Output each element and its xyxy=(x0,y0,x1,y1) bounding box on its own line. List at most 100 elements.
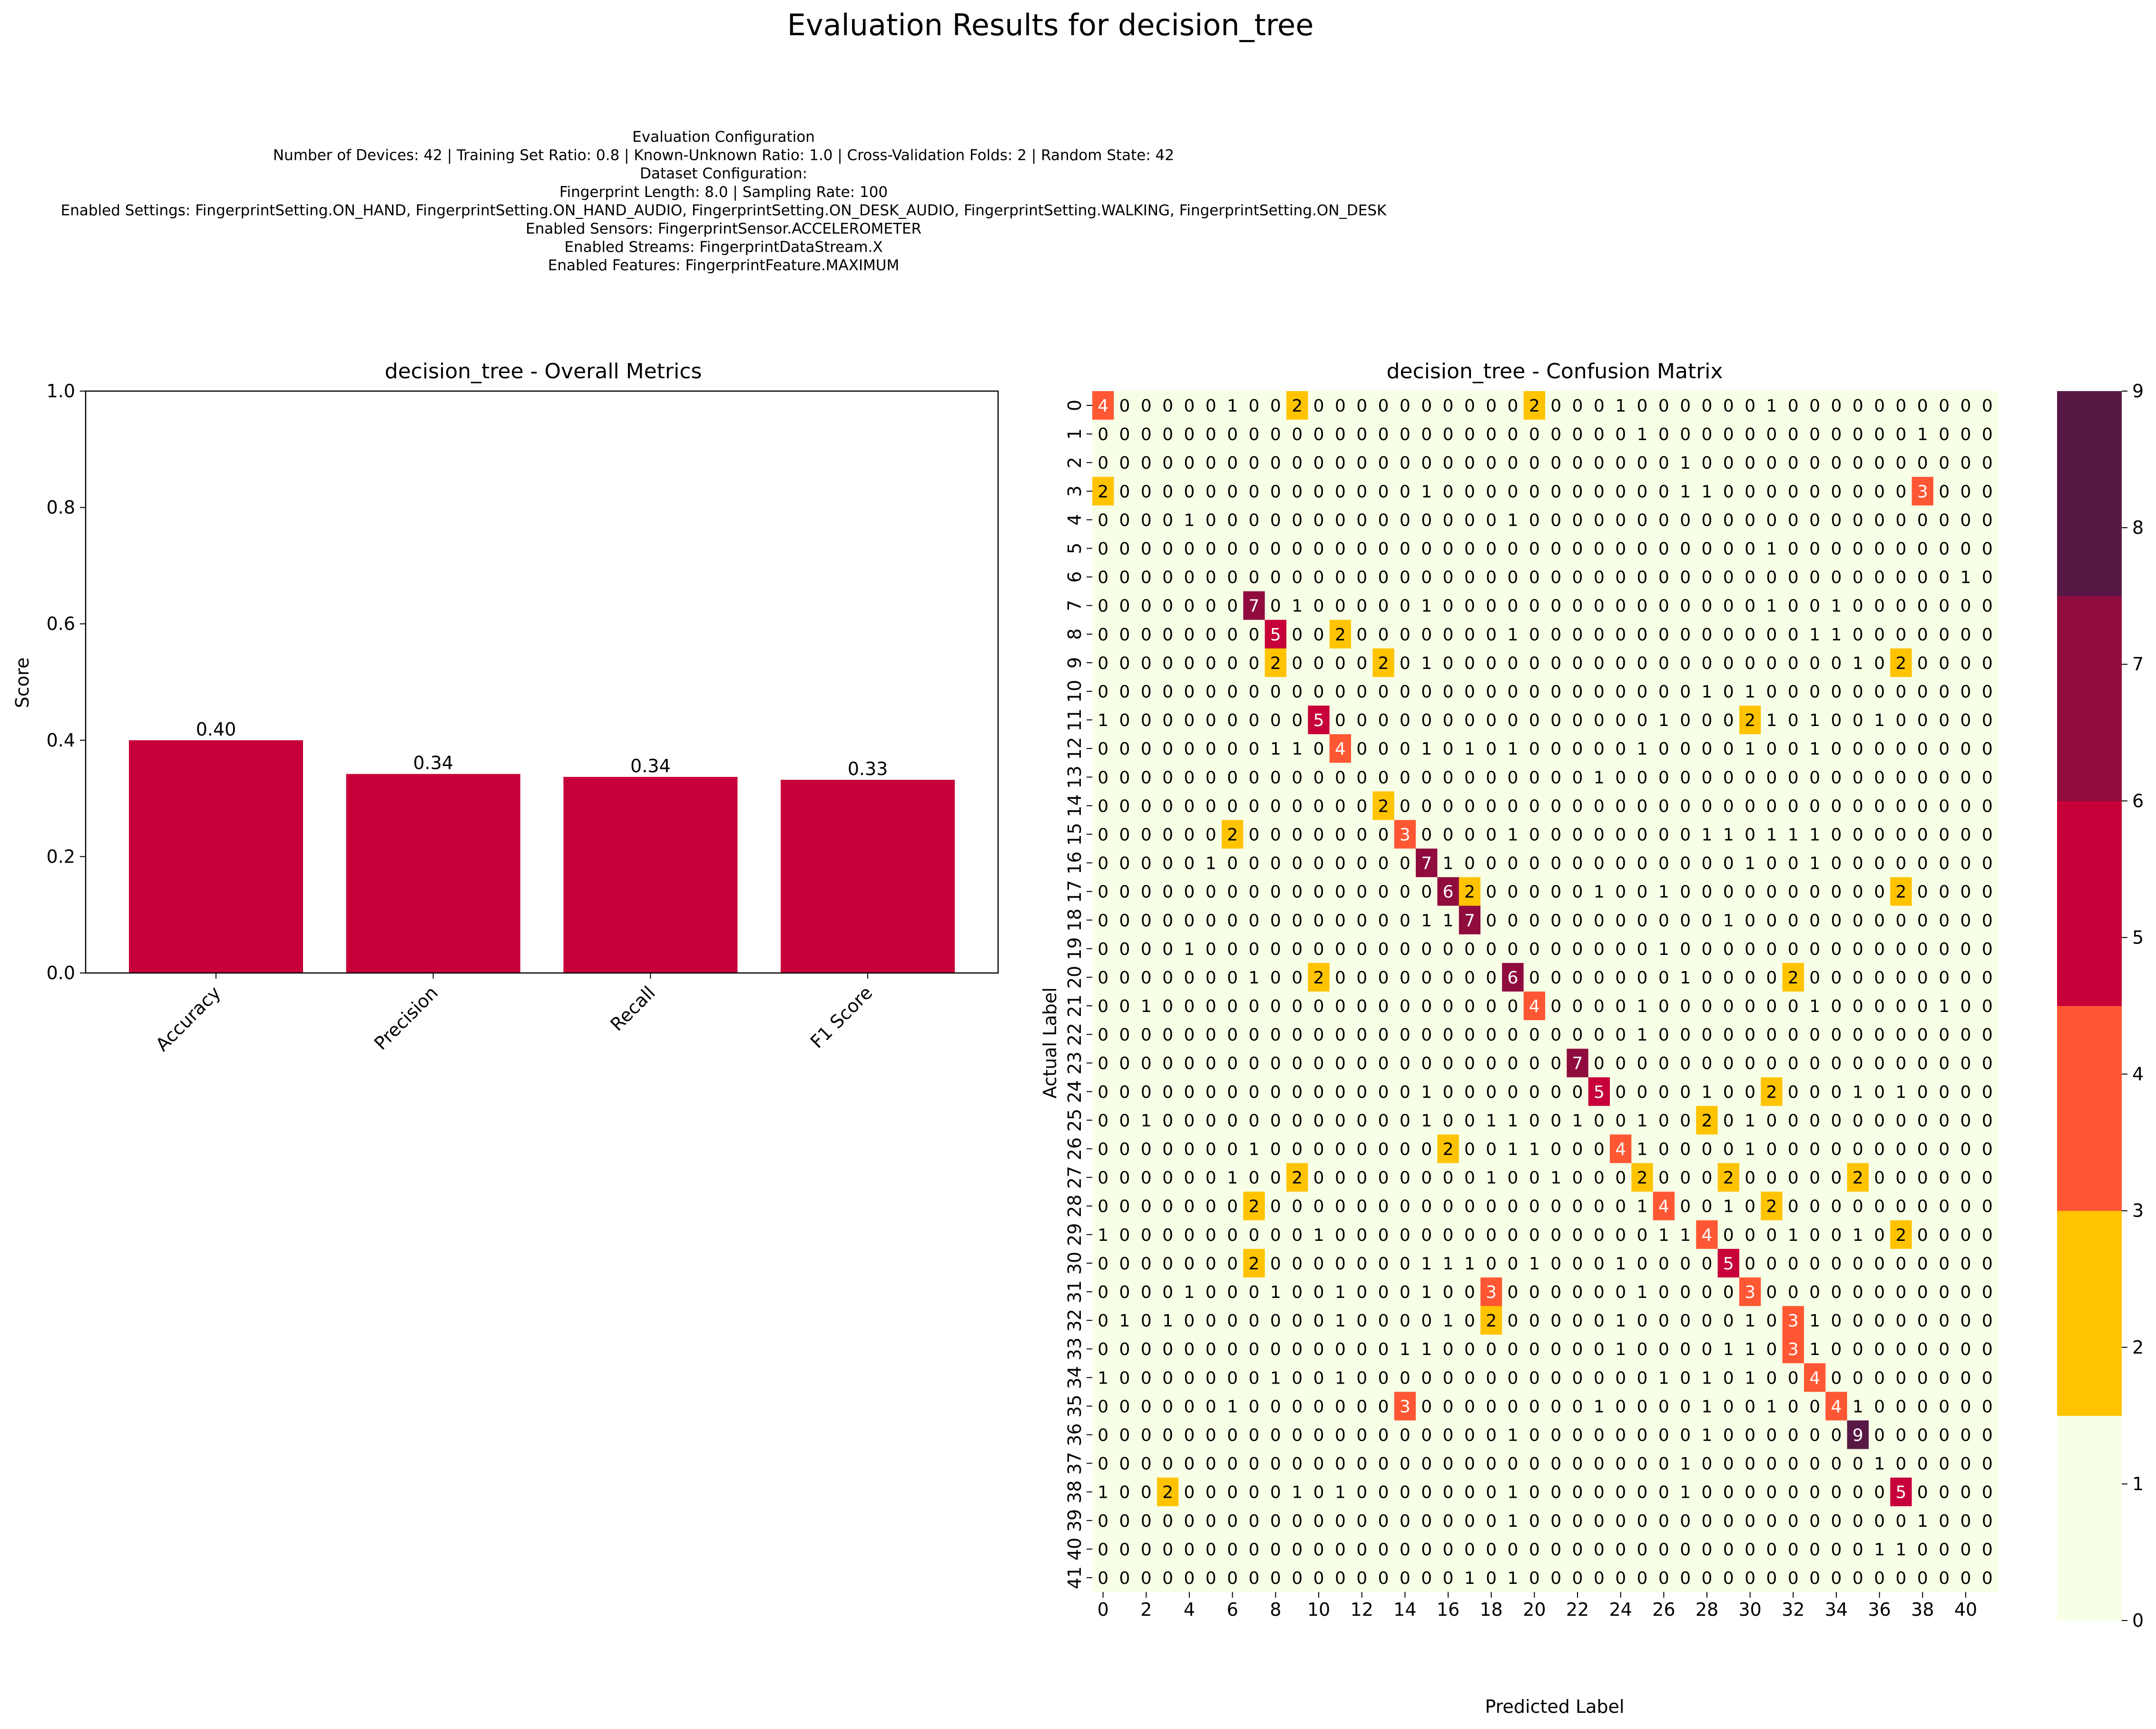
cell-value: 0 xyxy=(1119,711,1130,730)
cell-value: 0 xyxy=(1594,825,1605,845)
heatmap-cell xyxy=(1416,420,1438,449)
y-tick-label: 17 xyxy=(1064,880,1085,903)
heatmap-cell xyxy=(1308,591,1330,620)
cell-value: 0 xyxy=(1119,682,1130,702)
cell-value: 0 xyxy=(1831,1283,1842,1302)
cell-value: 0 xyxy=(1486,768,1497,787)
cell-value: 0 xyxy=(1227,540,1238,559)
heatmap-cell xyxy=(1933,505,1955,535)
cell-value: 0 xyxy=(1227,1054,1238,1073)
cell-value: 0 xyxy=(1702,396,1713,416)
cell-value: 0 xyxy=(1205,1169,1216,1188)
cell-value: 0 xyxy=(1270,396,1281,416)
heatmap-cell xyxy=(1804,591,1826,620)
cell-value: 0 xyxy=(1939,1082,1950,1102)
cell-value: 0 xyxy=(1874,854,1885,874)
cell-value: 0 xyxy=(1550,854,1561,874)
cell-value: 0 xyxy=(1723,854,1734,874)
cell-value: 0 xyxy=(1335,796,1346,816)
cell-value: 0 xyxy=(1443,940,1454,959)
heatmap-cell xyxy=(1911,648,1934,678)
cell-value: 0 xyxy=(1939,711,1950,730)
cell-value: 0 xyxy=(1421,1569,1432,1588)
cell-value: 0 xyxy=(1702,796,1713,816)
cell-value: 0 xyxy=(1982,1140,1993,1159)
heatmap-cell xyxy=(1933,562,1955,592)
y-tick-label: 22 xyxy=(1064,1023,1085,1046)
cell-value: 0 xyxy=(1874,1226,1885,1245)
heatmap-cell xyxy=(1394,648,1416,678)
cell-value: 0 xyxy=(1249,1025,1260,1045)
cell-value: 0 xyxy=(1486,1483,1497,1503)
cell-value: 0 xyxy=(1378,453,1389,473)
cell-value: 0 xyxy=(1313,1368,1324,1388)
cell-value: 0 xyxy=(1464,796,1475,816)
cell-value: 0 xyxy=(1227,1197,1238,1217)
cell-value: 2 xyxy=(1249,1254,1260,1274)
cell-value: 0 xyxy=(1550,1054,1561,1073)
heatmap-cell xyxy=(1308,706,1330,735)
cell-value: 0 xyxy=(1572,968,1583,988)
cell-value: 0 xyxy=(1270,425,1281,444)
cell-value: 0 xyxy=(1335,911,1346,931)
heatmap-cell xyxy=(1372,562,1395,592)
cell-value: 0 xyxy=(1270,997,1281,1016)
heatmap-cell xyxy=(1631,391,1654,420)
cell-value: 0 xyxy=(1313,796,1324,816)
y-tick-label: 5 xyxy=(1064,542,1085,554)
cell-value: 0 xyxy=(1141,739,1152,759)
cell-value: 0 xyxy=(1486,1368,1497,1388)
cell-value: 0 xyxy=(1788,396,1799,416)
heatmap-cell xyxy=(1222,677,1244,706)
cell-value: 0 xyxy=(1723,796,1734,816)
cell-value: 1 xyxy=(1874,1540,1885,1560)
cell-value: 0 xyxy=(1982,453,1993,473)
cell-value: 0 xyxy=(1356,568,1367,588)
heatmap-cell xyxy=(1416,562,1438,592)
cell-value: 0 xyxy=(1529,1283,1540,1302)
cell-value: 1 xyxy=(1227,396,1238,416)
cell-value: 0 xyxy=(1356,625,1367,645)
cell-value: 0 xyxy=(1529,1368,1540,1388)
bar-value-label: 0.34 xyxy=(630,756,671,776)
heatmap-cell xyxy=(1135,477,1157,506)
cell-value: 0 xyxy=(1270,1082,1281,1102)
cell-value: 0 xyxy=(1960,396,1971,416)
cell-value: 0 xyxy=(1723,540,1734,559)
heatmap-cell xyxy=(1502,706,1524,735)
cell-value: 1 xyxy=(1141,1111,1152,1130)
heatmap-cell xyxy=(1459,534,1481,563)
cell-value: 0 xyxy=(1572,1254,1583,1274)
heatmap-cell xyxy=(1567,448,1589,477)
cell-value: 0 xyxy=(1550,796,1561,816)
cell-value: 0 xyxy=(1637,511,1648,530)
heatmap-cell xyxy=(1092,619,1114,649)
cell-value: 0 xyxy=(1400,796,1411,816)
cell-value: 0 xyxy=(1852,682,1863,702)
cell-value: 0 xyxy=(1550,1140,1561,1159)
cell-value: 0 xyxy=(1572,425,1583,444)
bar xyxy=(346,774,520,973)
cell-value: 0 xyxy=(1443,796,1454,816)
cell-value: 0 xyxy=(1637,883,1648,902)
cell-value: 0 xyxy=(1205,1540,1216,1560)
cell-value: 0 xyxy=(1356,711,1367,730)
cell-value: 0 xyxy=(1917,625,1928,645)
cell-value: 0 xyxy=(1119,1197,1130,1217)
cell-value: 1 xyxy=(1421,911,1432,931)
cell-value: 0 xyxy=(1702,568,1713,588)
heatmap-cell xyxy=(1114,448,1136,477)
cell-value: 0 xyxy=(1378,1368,1389,1388)
cell-value: 0 xyxy=(1723,1512,1734,1531)
cell-value: 1 xyxy=(1421,1111,1432,1130)
heatmap-cell xyxy=(1308,734,1330,763)
heatmap-cell xyxy=(1588,706,1610,735)
cell-value: 0 xyxy=(1529,825,1540,845)
cell-value: 0 xyxy=(1184,997,1195,1016)
y-tick-label: 0.4 xyxy=(47,730,75,751)
cell-value: 0 xyxy=(1508,1082,1519,1102)
cell-value: 0 xyxy=(1508,854,1519,874)
heatmap-cell xyxy=(1502,477,1524,506)
cell-value: 0 xyxy=(1205,682,1216,702)
cell-value: 0 xyxy=(1249,1397,1260,1416)
